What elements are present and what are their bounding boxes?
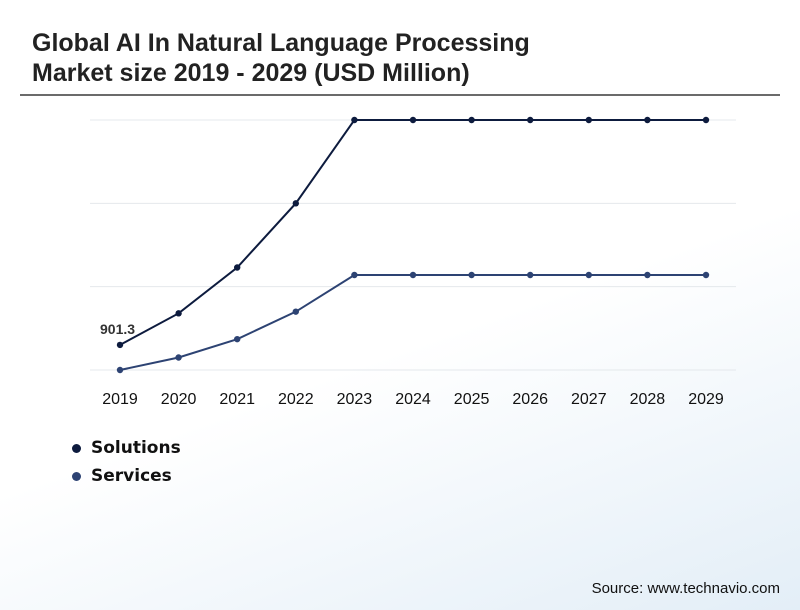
data-point-services [644,271,651,279]
legend-label-solutions: Solutions [91,438,181,458]
x-tick-label: 2028 [630,391,666,408]
x-tick-label: 2026 [512,391,548,408]
x-tick-label: 2029 [688,391,724,408]
legend-marker-solutions [72,443,81,453]
data-point-services [585,271,592,279]
data-point-services [527,271,534,279]
data-point-solutions [585,116,592,124]
data-point-solutions [292,200,299,207]
data-point-services [468,271,475,279]
data-point-solutions [234,264,241,271]
x-tick-label: 2021 [219,391,255,408]
legend-item-services: Services [72,462,181,490]
chart-title-line-1: Global AI In Natural Language Processing [32,29,530,57]
source-note: Source: www.technavio.com [591,580,780,597]
legend-marker-services [72,471,81,481]
x-tick-label: 2019 [102,391,138,408]
x-tick-label: 2027 [571,391,607,408]
data-point-services [351,271,358,279]
data-point-solutions [116,341,124,349]
legend-item-solutions: Solutions [72,434,181,462]
series-line-solutions [119,119,706,346]
legend-label-services: Services [91,466,172,486]
legend: Solutions Services [72,434,181,490]
data-point-solutions [644,116,651,124]
x-tick-label: 2020 [161,391,197,408]
data-point-solutions [175,310,182,317]
data-point-services [409,271,417,279]
line-chart: 2019 2020 2021 2022 2023 2024 2025 2026 2027 2028… [90,116,736,408]
chart-title-line-2: Market size 2019 - 2029 (USD Million) [32,59,470,87]
chart-title: Global AI In Natural Language Processing… [32,28,632,88]
data-point-solutions [702,116,710,124]
data-point-services [702,271,710,279]
data-point-services [175,354,182,361]
x-tick-label: 2024 [395,391,431,408]
data-point-solutions [527,116,534,124]
data-point-solutions [409,116,417,124]
data-point-services [116,366,124,374]
title-divider [20,94,780,96]
data-point-services [292,308,299,315]
x-tick-label: 2025 [454,391,490,408]
x-tick-label: 2023 [337,391,373,408]
data-point-services [234,335,241,343]
data-point-solutions [351,116,358,124]
data-label: 901.3 [100,321,135,337]
data-point-solutions [468,116,475,124]
x-tick-label: 2022 [278,391,314,408]
